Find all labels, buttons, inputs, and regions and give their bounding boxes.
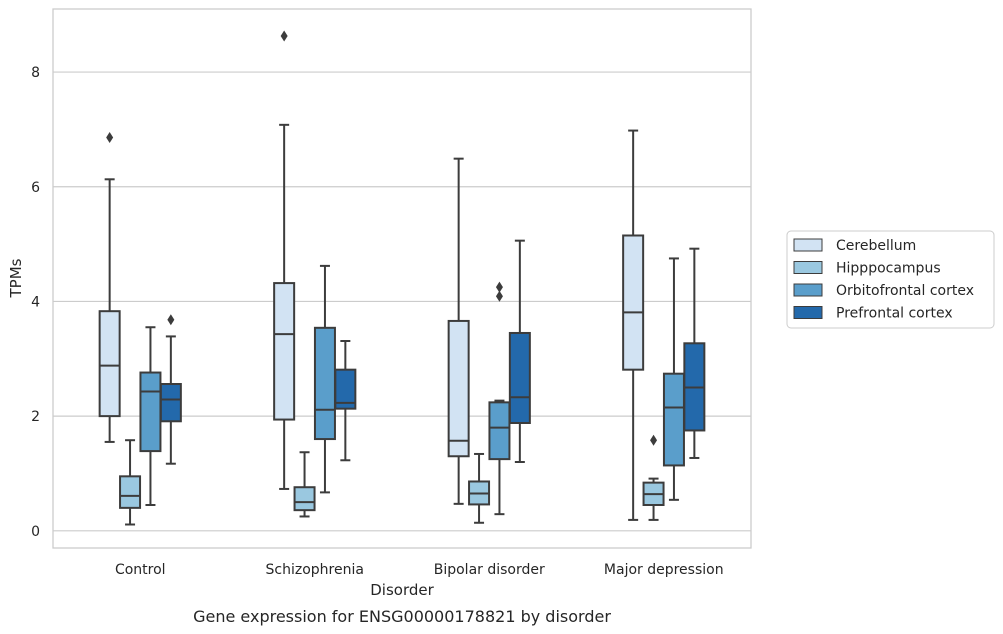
iqr-box [447,319,470,458]
box-0-0 [98,131,121,443]
iqr-box [119,475,142,509]
x-tick-label: Control [115,562,166,578]
iqr-box [293,486,316,512]
outlier-point [650,434,658,446]
y-tick-label: 8 [31,65,40,81]
y-axis-label: TPMs [7,258,25,298]
x-tick-label: Schizophrenia [266,562,364,578]
x-tick-label: Bipolar disorder [434,562,545,578]
outlier-point [106,131,114,143]
box-3-1 [334,340,357,462]
outlier-point [167,314,175,326]
iqr-box [622,234,645,371]
box-1-2 [468,452,491,524]
y-tick-label: 2 [31,409,40,425]
box-1-3 [642,434,665,521]
legend-swatch [793,306,823,319]
iqr-box [662,372,685,467]
box-0-2 [447,157,470,505]
iqr-box [334,368,357,410]
legend-label: Orbitofrontal cortex [836,283,974,299]
box-1-1 [293,451,316,518]
y-tick-label: 0 [31,524,40,540]
figure-caption: Gene expression for ENSG00000178821 by d… [193,607,611,626]
iqr-box [508,331,531,424]
box-0-3 [622,129,645,521]
box-2-2 [488,281,511,516]
outlier-point [280,30,288,42]
legend-swatch [793,261,823,274]
box-3-3 [683,247,706,459]
legend-label: Cerebellum [836,238,916,254]
iqr-box [98,310,121,418]
legend: Cerebellum Hipppocampus Orbitofrontal cort… [786,230,995,329]
box-0-1 [273,30,296,490]
iqr-box [159,383,182,423]
x-tick-labels: Control Schizophrenia Bipolar disorder Majo… [115,562,724,578]
x-tick-label: Major depression [604,562,724,578]
outlier-point [495,290,503,302]
legend-frame [786,230,995,329]
y-tick-label: 4 [31,294,40,310]
y-tick-label: 6 [31,180,40,196]
box-3-2 [508,239,531,463]
y-tick-labels: 0 2 4 6 8 [31,65,40,540]
legend-label: Prefrontal cortex [836,306,953,322]
iqr-box [313,326,336,441]
legend-swatch [793,238,823,252]
legend-label: Hipppocampus [836,261,941,277]
plot-area [53,9,751,548]
box-2-0 [139,326,162,506]
x-axis-label: Disorder [370,581,434,599]
box-3-0 [159,314,182,465]
outlier-point [495,281,503,293]
plot-frame [52,8,752,549]
boxes [98,30,706,526]
iqr-box [139,371,162,453]
iqr-box [488,401,511,461]
box-1-0 [119,439,142,526]
legend-swatch [793,283,823,297]
iqr-box [273,282,296,421]
